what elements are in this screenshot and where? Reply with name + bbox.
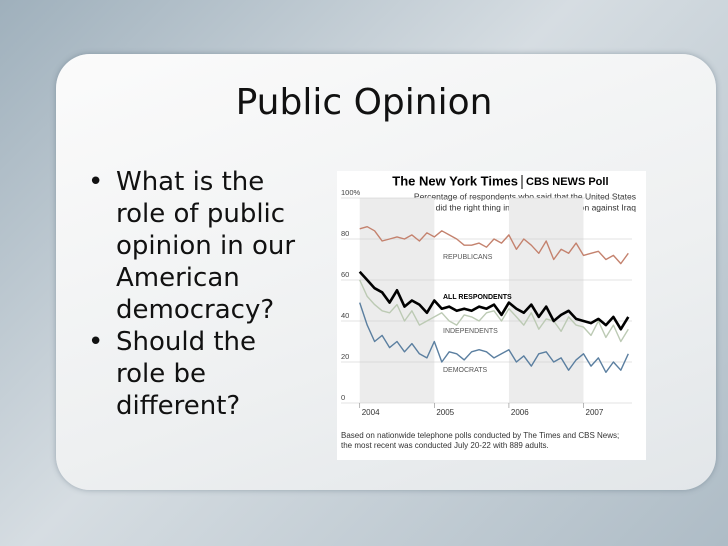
chart-brand: The New York Times bbox=[392, 173, 518, 188]
y-tick-label: 100% bbox=[341, 188, 361, 197]
bullet-list: What is the role of public opinion in ou… bbox=[86, 166, 298, 422]
year-band bbox=[508, 198, 584, 403]
x-tick-label: 2006 bbox=[511, 408, 529, 417]
y-tick-label: 60 bbox=[341, 270, 349, 279]
chart-note: the most recent was conducted July 20-22… bbox=[341, 441, 549, 450]
y-tick-label: 20 bbox=[341, 352, 349, 361]
series-label: REPUBLICANS bbox=[443, 254, 493, 261]
chart-poll: CBS NEWS Poll bbox=[526, 176, 609, 188]
y-tick-label: 40 bbox=[341, 311, 349, 320]
bullet: Should the role be different? bbox=[86, 326, 298, 422]
series-line bbox=[359, 226, 629, 265]
y-tick-label: 0 bbox=[341, 393, 345, 402]
series-label: INDEPENDENTS bbox=[443, 328, 498, 335]
bullet: What is the role of public opinion in ou… bbox=[86, 166, 298, 326]
series-line bbox=[358, 270, 630, 331]
series-line bbox=[359, 279, 629, 343]
series-line bbox=[359, 302, 629, 373]
series-label: ALL RESPONDENTS bbox=[443, 294, 512, 301]
chart-note: Based on nationwide telephone polls cond… bbox=[341, 431, 619, 440]
y-tick-label: 80 bbox=[341, 229, 349, 238]
year-band bbox=[359, 198, 435, 403]
slide-title: Public Opinion bbox=[235, 82, 493, 123]
x-tick-label: 2004 bbox=[362, 408, 380, 417]
chart-subtitle: Percentage of respondents who said that … bbox=[414, 191, 636, 201]
series-label: DEMOCRATS bbox=[443, 367, 488, 374]
x-tick-label: 2005 bbox=[436, 408, 454, 417]
x-tick-label: 2007 bbox=[586, 408, 604, 417]
